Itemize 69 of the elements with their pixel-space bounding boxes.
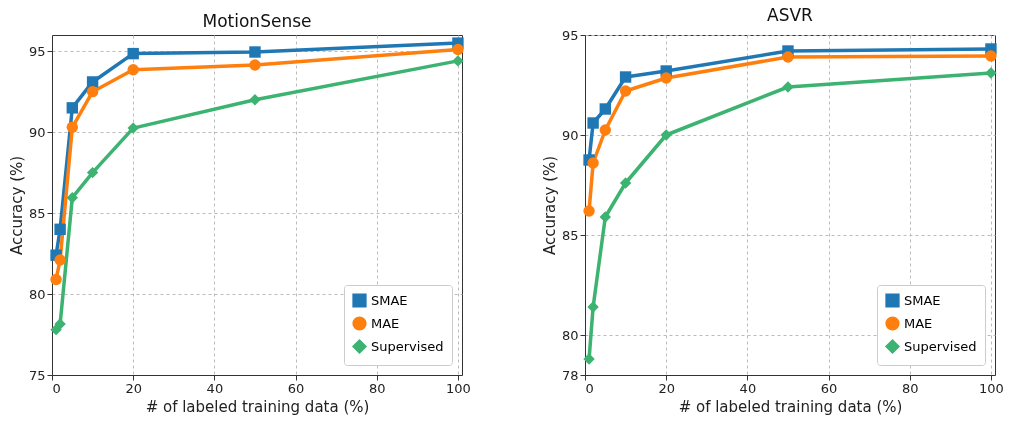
y-tick-label: 90 [561,127,579,143]
x-tick-label: 80 [901,380,919,396]
point [127,64,139,76]
x-tick-label: 0 [52,380,61,396]
point [249,59,261,71]
y-tick-label: 85 [561,227,579,243]
legend-label: MAE [371,315,400,331]
x-tick-label: 0 [585,380,594,396]
point [54,223,66,235]
y-tick-label: 75 [28,367,46,383]
point [782,81,794,93]
point [452,55,464,67]
y-axis-title: Accuracy (%) [7,155,26,256]
y-tick-label: 78 [561,367,579,383]
point [86,166,99,179]
x-axis-title: # of labeled training data (%) [145,397,370,416]
x-axis-title: # of labeled training data (%) [678,397,903,416]
x-tick-label: 40 [206,380,224,396]
y-tick-label: 95 [561,27,579,43]
legend-label: SMAE [371,292,408,308]
point [619,71,632,83]
point [583,205,595,217]
point [587,117,599,129]
chart-title: MotionSense [202,11,312,31]
point [660,72,672,84]
point [782,51,794,63]
x-tick-label: 20 [658,380,675,396]
point [66,102,78,114]
point [985,50,997,62]
point [619,177,632,189]
point [660,129,672,141]
x-tick-label: 80 [368,380,386,396]
x-tick-label: 100 [446,380,471,396]
y-tick-label: 95 [28,43,46,59]
legend-label: Supervised [371,338,444,354]
x-tick-label: 60 [820,380,838,396]
y-tick-label: 80 [28,286,46,302]
y-tick-label: 90 [28,124,46,140]
point [587,157,599,169]
x-tick-label: 20 [125,380,142,396]
point [985,67,997,79]
x-tick-label: 60 [287,380,305,396]
point [249,94,261,106]
point [249,46,261,58]
y-axis-title: Accuracy (%) [540,155,559,256]
legend-label: SMAE [904,292,941,308]
point [86,76,99,88]
point [127,122,139,134]
point [66,192,78,204]
point [54,254,66,266]
legend-label: MAE [904,315,933,331]
point [619,85,632,97]
y-tick-label: 80 [561,327,579,343]
y-tick-label: 85 [28,205,46,221]
point [50,273,62,286]
legend-label: Supervised [904,338,977,354]
x-tick-label: 40 [739,380,757,396]
point [86,85,99,98]
point [54,318,66,330]
point [583,353,595,365]
point [452,43,464,56]
chart-title: ASVR [767,5,814,25]
point [66,121,78,133]
x-tick-label: 100 [979,380,1004,396]
point [587,301,599,313]
point [599,211,611,223]
point [127,47,139,60]
point [599,103,611,115]
point [599,124,611,136]
